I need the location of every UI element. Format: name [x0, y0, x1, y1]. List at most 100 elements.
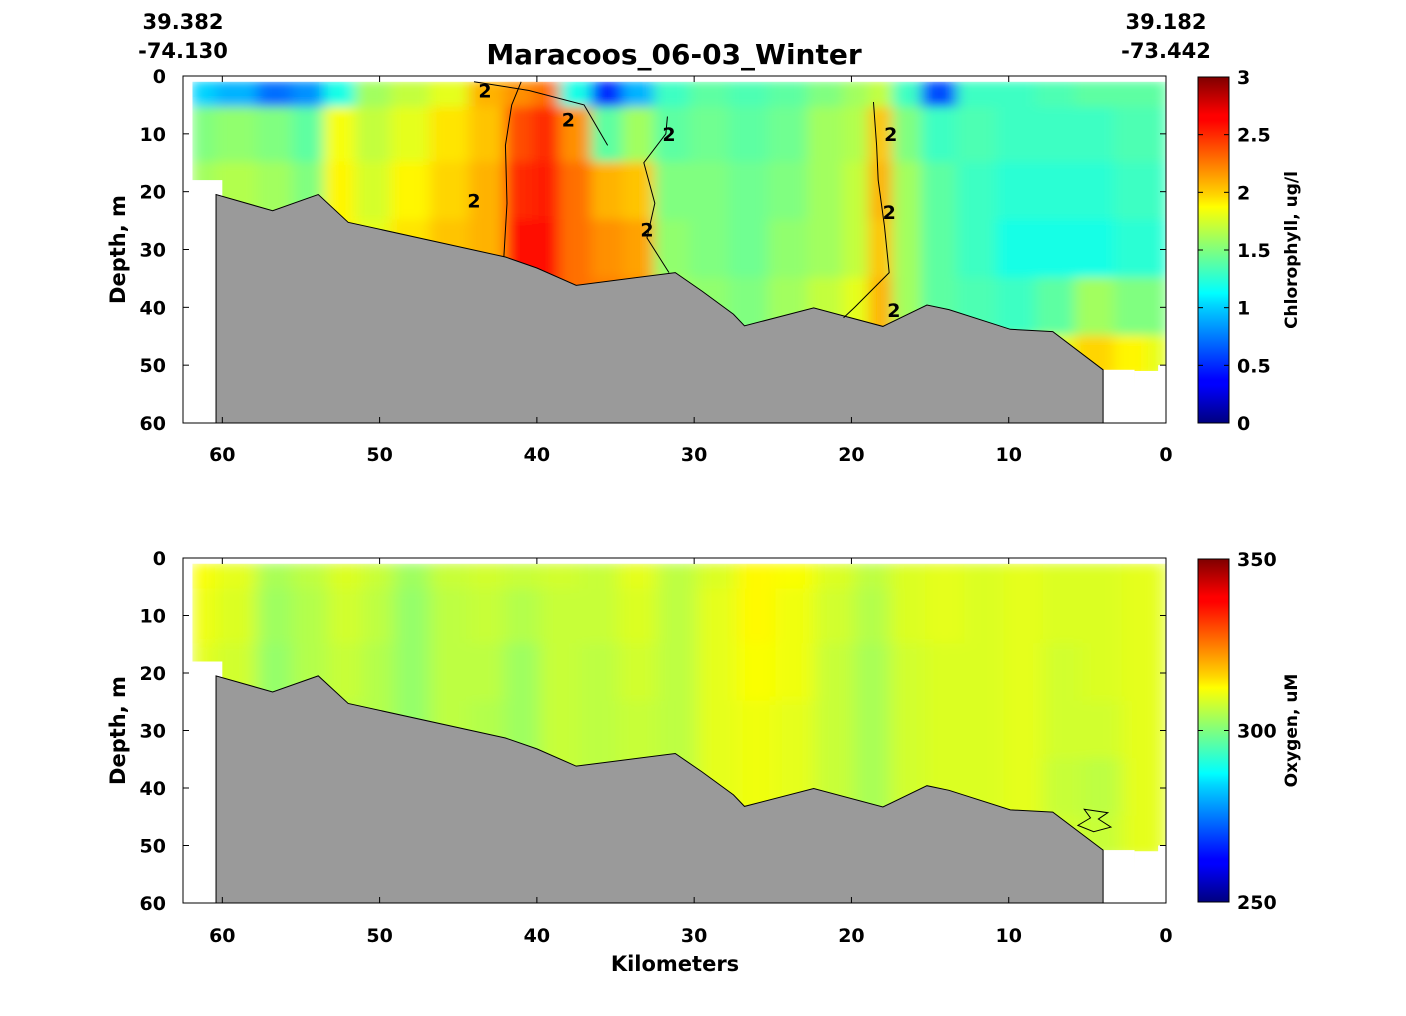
field-cell [256, 106, 295, 164]
unsampled-top [183, 76, 1166, 82]
field-cell [1043, 562, 1085, 591]
field-cell [539, 588, 582, 646]
field-cell [925, 643, 967, 703]
field-cell [256, 588, 295, 646]
field-cell [697, 562, 739, 591]
field-cell [559, 80, 593, 109]
field-cell [327, 562, 365, 591]
field-cell [689, 80, 731, 109]
field-cell [807, 106, 845, 164]
colorbar-tick-label: 2.5 [1237, 125, 1271, 147]
field-cell [469, 562, 507, 591]
field-cell [539, 643, 582, 703]
contour-label: 2 [887, 300, 900, 322]
field-cell [355, 161, 393, 222]
field-cell [256, 562, 295, 591]
field-cell [429, 588, 472, 646]
colorbar-tick-label: 3 [1237, 67, 1250, 89]
field-cell [622, 161, 656, 222]
field-cell [728, 106, 770, 164]
field-cell [995, 106, 1038, 164]
colorbar-tick-label: 1 [1237, 298, 1250, 320]
field-cell [964, 588, 1006, 646]
field-cell [728, 219, 770, 280]
field-cell [653, 80, 692, 109]
colorbar-tick-label: 0 [1237, 413, 1250, 435]
field-cell [1121, 588, 1154, 646]
field-cell [1035, 80, 1077, 109]
field-cell [767, 80, 810, 109]
field-cell [807, 80, 845, 109]
field-cell [921, 161, 959, 222]
field-cell [842, 80, 871, 109]
field-cell [1113, 277, 1150, 338]
field-cell [292, 588, 330, 646]
field-cell [504, 588, 542, 646]
field-cell [191, 562, 218, 591]
field-cell [256, 80, 295, 109]
field-cell [191, 588, 218, 646]
field-cell [767, 219, 810, 280]
colorbar-tick-label: 0.5 [1237, 355, 1271, 377]
field-cell [1082, 562, 1124, 591]
field-cell [892, 161, 924, 222]
field-cell [1147, 277, 1166, 338]
field-cell [1043, 643, 1085, 703]
field-cell [956, 219, 998, 280]
colorbar [1197, 76, 1230, 424]
x-tick-label: 50 [366, 925, 392, 947]
field-cell [1074, 277, 1116, 338]
field-cell [390, 106, 432, 164]
field-cell [1074, 80, 1116, 109]
field-cell [579, 700, 621, 761]
field-cell [697, 643, 739, 703]
x-tick-label: 0 [1159, 925, 1172, 947]
field-cell [622, 80, 656, 109]
field-cell [1121, 562, 1154, 591]
field-cell [590, 106, 625, 164]
field-cell [215, 588, 259, 646]
chart-title: Maracoos_06-03_Winter [486, 38, 862, 71]
x-tick-label: 20 [838, 925, 864, 947]
contour-line [643, 116, 670, 273]
y-tick-label: 60 [140, 893, 166, 915]
field-cell [854, 588, 892, 646]
field-cell [1003, 562, 1046, 591]
unsampled-corner [1103, 850, 1135, 903]
field-cell [921, 219, 959, 280]
field-cell [1082, 588, 1124, 646]
x-tick-label: 0 [1159, 444, 1172, 466]
field-cell [1113, 161, 1150, 222]
unsampled-corner [1158, 365, 1166, 423]
field-cell [1151, 588, 1166, 646]
field-cell [1035, 161, 1077, 222]
field-cell [842, 161, 871, 222]
field-cell [362, 643, 397, 703]
colorbar-tick-label: 2 [1237, 182, 1250, 204]
y-tick-label: 60 [140, 413, 166, 435]
field-cell [559, 106, 593, 164]
field-cell [1147, 219, 1166, 280]
field-cell [1074, 219, 1116, 280]
contour-line [503, 81, 522, 258]
field-cell [362, 562, 397, 591]
field-cell [1035, 106, 1077, 164]
field-cell [1121, 700, 1154, 761]
x-tick-label: 10 [995, 444, 1021, 466]
field-cell [815, 562, 857, 591]
field-cell [292, 562, 330, 591]
field-cell [504, 106, 534, 164]
left-longitude: -74.130 [138, 39, 228, 63]
field-cell [579, 588, 621, 646]
y-tick-label: 30 [140, 240, 166, 262]
field-cell [539, 562, 582, 591]
field-cell [868, 219, 895, 280]
field-cell [657, 643, 700, 703]
contour-line [843, 101, 890, 319]
field-cell [394, 643, 432, 703]
contour-label: 2 [467, 190, 480, 212]
field-cell [215, 106, 259, 164]
field-cell [956, 106, 998, 164]
